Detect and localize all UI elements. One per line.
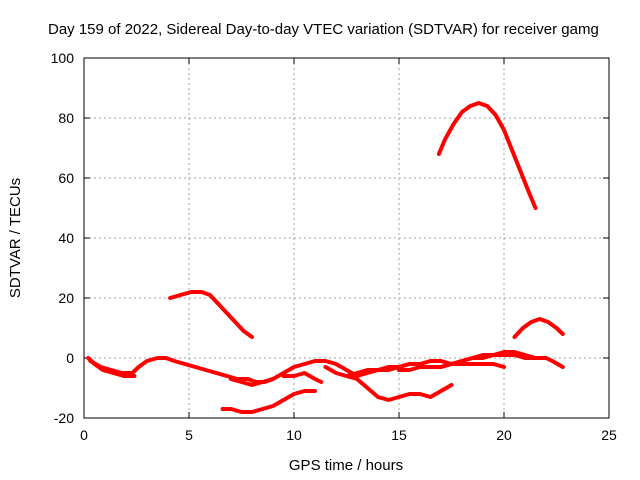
data-series: [86, 101, 565, 414]
series-line-arc-4: [220, 389, 317, 414]
x-tick-label: 10: [286, 427, 302, 443]
y-tick-label: 40: [58, 230, 74, 246]
y-tick-label: 20: [58, 290, 74, 306]
series-line-arc-12: [512, 317, 565, 339]
x-axis-label: GPS time / hours: [289, 457, 403, 474]
y-tick-label: 100: [51, 50, 75, 66]
series-line-arc-9: [397, 353, 565, 372]
axis-ticks: 0 5 10 15 20 25 -20 0 20 40 60 80 100: [51, 50, 617, 443]
y-tick-label: 60: [58, 170, 74, 186]
grid-lines: [84, 58, 609, 418]
y-tick-label: -20: [54, 410, 74, 426]
series-line-arc-11: [436, 101, 538, 210]
series-line-arc-6: [281, 371, 324, 384]
series-line-arc-10: [439, 350, 538, 369]
y-tick-label: 80: [58, 110, 74, 126]
y-tick-label: 0: [66, 350, 74, 366]
x-tick-label: 5: [185, 427, 193, 443]
x-tick-label: 20: [496, 427, 512, 443]
x-tick-label: 15: [391, 427, 407, 443]
x-tick-label: 25: [601, 427, 617, 443]
series-line-arc-3: [168, 290, 254, 339]
series-line-arc-2: [86, 356, 137, 378]
series-line-arc-8: [344, 359, 506, 378]
series-line-arc-1: [88, 356, 275, 384]
chart-title: Day 159 of 2022, Sidereal Day-to-day VTE…: [48, 21, 599, 38]
x-tick-label: 0: [80, 427, 88, 443]
y-axis-label: SDTVAR / TECUs: [7, 178, 24, 298]
